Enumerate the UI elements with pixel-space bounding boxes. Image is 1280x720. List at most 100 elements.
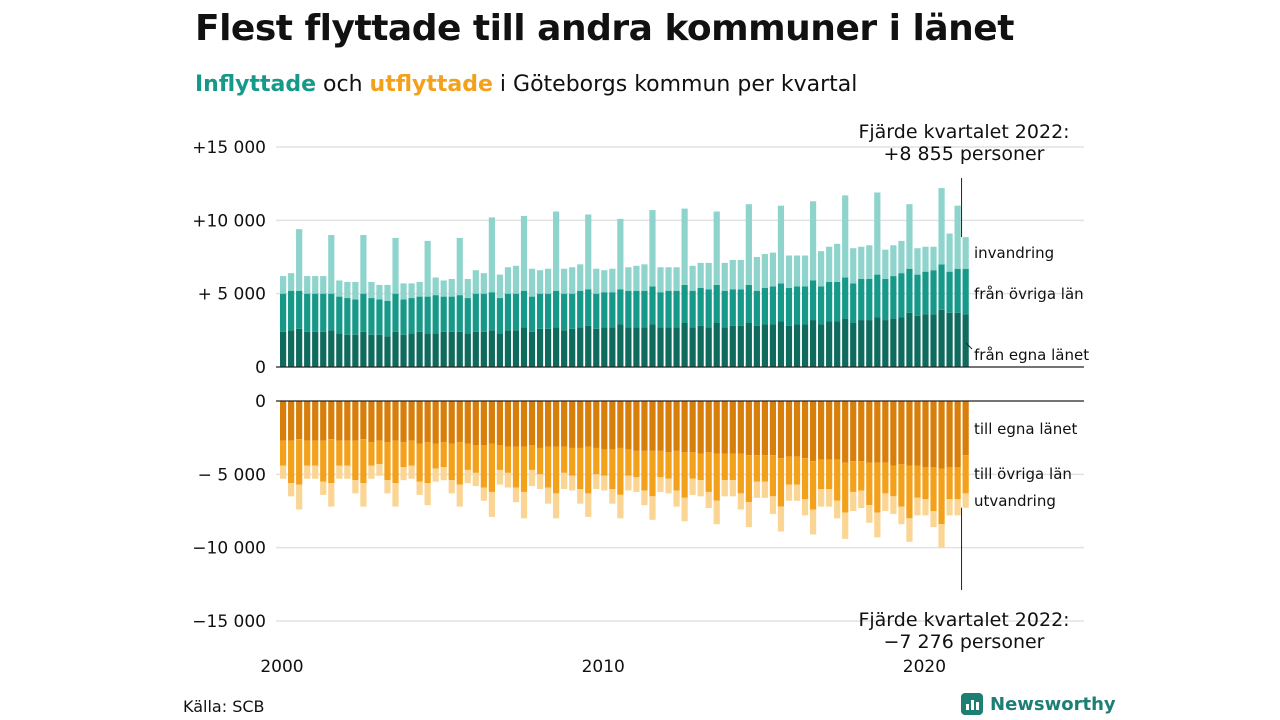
bar-out-1 xyxy=(858,461,865,491)
bar-in-1 xyxy=(504,293,512,331)
bar-out-2 xyxy=(882,493,889,511)
bar-out-0 xyxy=(922,401,929,467)
bar-out-2 xyxy=(673,490,680,507)
bar-in-1 xyxy=(914,274,921,316)
bar-in-1 xyxy=(376,299,383,335)
bar-out-2 xyxy=(593,474,600,489)
bar-out-2 xyxy=(906,518,913,542)
bar-out-1 xyxy=(962,455,969,494)
bar-out-2 xyxy=(681,497,688,522)
bar-out-2 xyxy=(625,475,632,491)
bar-in-1 xyxy=(777,283,785,322)
bar-out-1 xyxy=(842,462,849,513)
bar-in-1 xyxy=(336,296,343,334)
bar-in-1 xyxy=(834,281,841,322)
bar-in-2 xyxy=(536,270,544,294)
bar-out-2 xyxy=(633,477,640,492)
bar-in-0 xyxy=(874,317,881,367)
bar-in-0 xyxy=(288,330,295,367)
bar-out-0 xyxy=(617,401,624,448)
bar-in-2 xyxy=(898,240,905,274)
bar-out-0 xyxy=(312,401,319,441)
bar-out-1 xyxy=(312,440,319,466)
bar-in-0 xyxy=(705,327,712,367)
bar-out-0 xyxy=(448,401,455,444)
bar-out-0 xyxy=(480,401,487,445)
chart-subtitle: Inflyttade och utflyttade i Göteborgs ko… xyxy=(195,72,857,97)
bar-out-0 xyxy=(673,401,680,451)
bar-out-1 xyxy=(665,452,672,479)
bar-in-2 xyxy=(577,264,584,291)
bar-out-0 xyxy=(946,401,953,467)
bar-in-1 xyxy=(946,271,953,313)
subtitle-inflyttade: Inflyttade xyxy=(195,72,317,97)
bar-in-0 xyxy=(665,327,672,367)
bar-out-2 xyxy=(834,500,841,519)
bar-out-2 xyxy=(962,493,969,508)
bar-out-2 xyxy=(745,502,752,528)
bar-in-2 xyxy=(633,265,640,291)
bar-in-0 xyxy=(464,333,471,367)
bar-in-1 xyxy=(577,290,584,328)
upper-y-tick-label: + 5 000 xyxy=(198,285,266,305)
bar-in-1 xyxy=(585,289,592,326)
bar-out-2 xyxy=(553,493,560,519)
bar-out-1 xyxy=(585,446,592,494)
bar-out-1 xyxy=(577,447,584,489)
bar-out-1 xyxy=(280,440,287,466)
bar-out-2 xyxy=(544,487,552,504)
bar-in-0 xyxy=(577,327,584,367)
bar-in-1 xyxy=(761,287,768,325)
bar-out-2 xyxy=(464,469,471,484)
annotation-bottom-line1: Fjärde kvartalet 2022: xyxy=(858,609,1069,631)
newsworthy-logo[interactable]: Newsworthy xyxy=(961,693,1116,715)
bar-in-2 xyxy=(785,255,793,288)
bar-out-0 xyxy=(914,401,921,466)
bar-in-0 xyxy=(641,327,648,367)
bar-in-2 xyxy=(544,268,552,294)
bar-in-1 xyxy=(753,290,760,326)
bar-in-0 xyxy=(681,323,688,367)
bar-out-2 xyxy=(496,469,504,485)
bar-in-2 xyxy=(504,267,512,294)
bar-out-1 xyxy=(649,450,656,497)
bar-in-2 xyxy=(777,205,785,284)
bar-in-2 xyxy=(400,283,407,300)
bar-in-0 xyxy=(946,312,953,367)
bar-out-2 xyxy=(914,497,921,516)
bar-in-2 xyxy=(432,277,439,296)
bar-out-0 xyxy=(834,401,841,460)
bar-out-0 xyxy=(689,401,696,453)
bar-out-1 xyxy=(601,449,608,476)
bar-out-1 xyxy=(368,442,375,466)
bar-out-1 xyxy=(721,453,728,481)
bar-out-1 xyxy=(288,440,295,484)
bar-in-0 xyxy=(649,324,656,367)
bar-out-1 xyxy=(922,467,929,500)
bar-in-0 xyxy=(416,331,423,367)
bar-out-0 xyxy=(801,401,809,459)
bar-out-0 xyxy=(432,401,439,444)
bar-in-1 xyxy=(681,284,688,323)
bar-out-1 xyxy=(705,452,712,492)
bar-out-2 xyxy=(641,490,648,506)
bar-in-1 xyxy=(866,279,873,321)
bar-in-2 xyxy=(528,268,536,297)
bar-in-2 xyxy=(280,276,287,294)
bar-out-0 xyxy=(577,401,584,448)
bar-out-1 xyxy=(850,461,857,492)
bar-out-2 xyxy=(448,480,455,494)
bar-out-1 xyxy=(769,455,777,497)
bar-out-2 xyxy=(352,480,359,494)
bar-out-1 xyxy=(946,467,953,500)
bar-out-1 xyxy=(697,453,704,481)
bar-out-2 xyxy=(440,467,447,481)
bar-in-0 xyxy=(834,321,841,367)
bar-out-0 xyxy=(850,401,857,462)
bar-out-2 xyxy=(729,480,736,497)
bar-in-0 xyxy=(585,325,592,367)
bar-in-2 xyxy=(352,281,359,300)
bar-out-0 xyxy=(472,401,479,445)
bar-out-1 xyxy=(866,462,873,506)
bar-in-2 xyxy=(488,217,495,293)
